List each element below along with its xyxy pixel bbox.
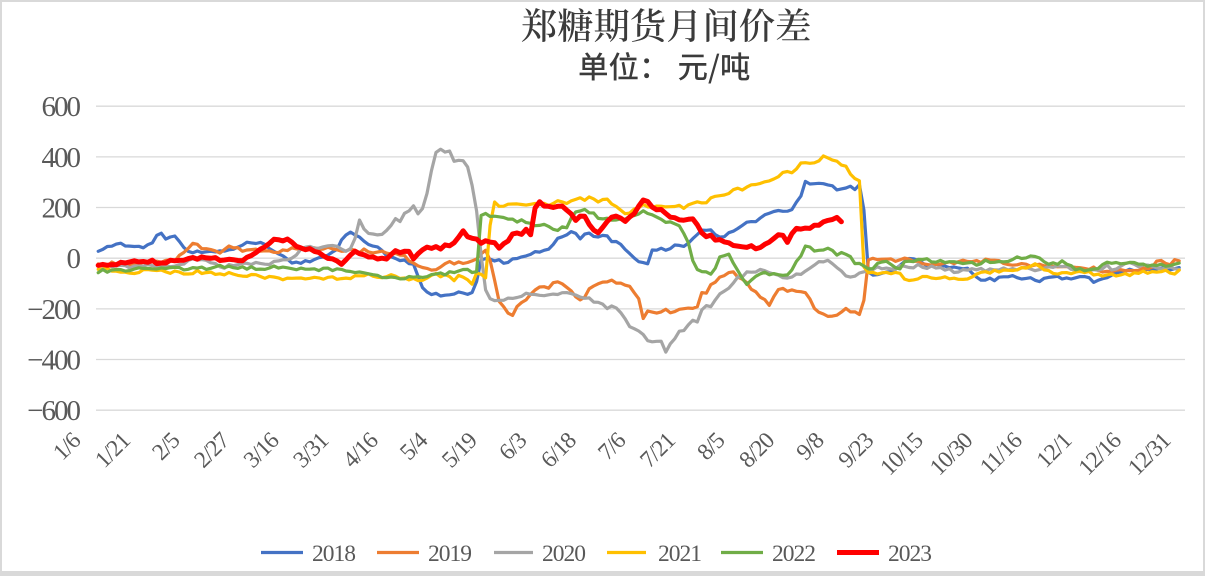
svg-text:2019: 2019 xyxy=(428,541,471,567)
svg-text:10/15: 10/15 xyxy=(875,428,928,481)
svg-text:1/21: 1/21 xyxy=(90,428,135,473)
svg-text:600: 600 xyxy=(42,91,81,123)
svg-text:5/19: 5/19 xyxy=(437,428,482,473)
svg-text:12/1: 12/1 xyxy=(1032,428,1077,473)
svg-text:10/30: 10/30 xyxy=(925,428,978,481)
svg-text:2/5: 2/5 xyxy=(147,428,185,466)
svg-text:11/16: 11/16 xyxy=(975,427,1028,480)
svg-text:−600: −600 xyxy=(27,395,80,427)
svg-text:9/8: 9/8 xyxy=(791,428,829,466)
svg-text:2021: 2021 xyxy=(658,541,701,567)
svg-text:2023: 2023 xyxy=(888,541,931,567)
svg-text:2/27: 2/27 xyxy=(189,427,235,473)
svg-text:7/21: 7/21 xyxy=(635,428,680,473)
svg-text:12/16: 12/16 xyxy=(1074,427,1128,481)
svg-text:2022: 2022 xyxy=(772,541,815,567)
svg-text:12/31: 12/31 xyxy=(1123,428,1176,481)
svg-text:400: 400 xyxy=(42,142,81,174)
svg-text:9/23: 9/23 xyxy=(833,428,878,473)
svg-text:2020: 2020 xyxy=(542,541,585,567)
svg-text:−200: −200 xyxy=(27,294,80,326)
svg-text:4/16: 4/16 xyxy=(338,427,384,473)
svg-text:1/6: 1/6 xyxy=(48,427,86,465)
svg-text:0: 0 xyxy=(67,243,81,275)
svg-text:8/5: 8/5 xyxy=(692,428,730,466)
svg-text:8/20: 8/20 xyxy=(734,428,779,473)
svg-text:6/3: 6/3 xyxy=(494,428,532,466)
svg-text:7/6: 7/6 xyxy=(593,427,631,465)
svg-text:200: 200 xyxy=(42,193,81,225)
svg-text:3/16: 3/16 xyxy=(239,427,285,473)
svg-text:6/18: 6/18 xyxy=(536,428,581,473)
svg-text:−400: −400 xyxy=(27,345,80,377)
svg-text:5/4: 5/4 xyxy=(395,427,433,465)
svg-text:2018: 2018 xyxy=(312,541,355,567)
svg-text:3/31: 3/31 xyxy=(288,428,333,473)
